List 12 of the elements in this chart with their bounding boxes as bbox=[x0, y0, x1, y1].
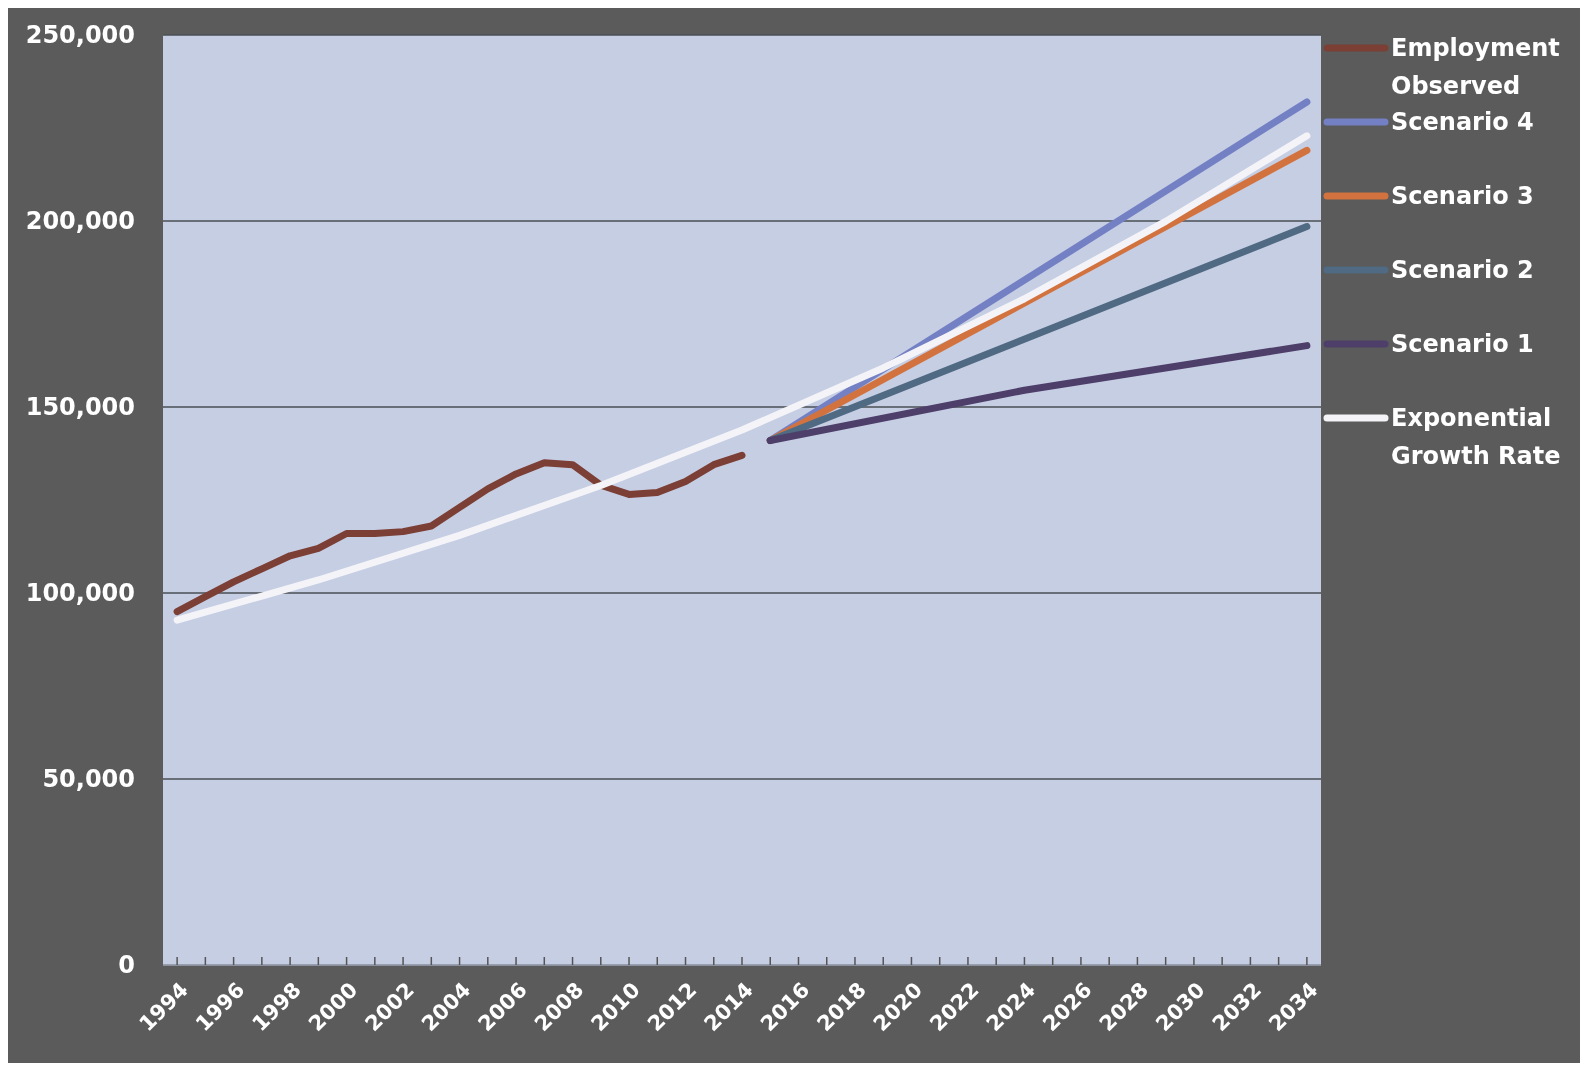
y-tick-label: 150,000 bbox=[25, 393, 135, 422]
y-tick-label: 100,000 bbox=[25, 579, 135, 608]
legend-label: Scenario 3 bbox=[1391, 182, 1534, 211]
y-tick-label: 0 bbox=[118, 951, 135, 980]
y-tick-label: 200,000 bbox=[25, 207, 135, 236]
y-tick-label: 50,000 bbox=[42, 765, 135, 794]
legend-label: Scenario 2 bbox=[1391, 256, 1534, 285]
legend-label: Scenario 1 bbox=[1391, 330, 1534, 359]
legend-label: Exponential Growth Rate bbox=[1391, 404, 1561, 471]
y-tick-label: 250,000 bbox=[25, 21, 135, 50]
legend-label: Scenario 4 bbox=[1391, 108, 1534, 137]
legend-label: Employment Observed bbox=[1391, 34, 1560, 101]
